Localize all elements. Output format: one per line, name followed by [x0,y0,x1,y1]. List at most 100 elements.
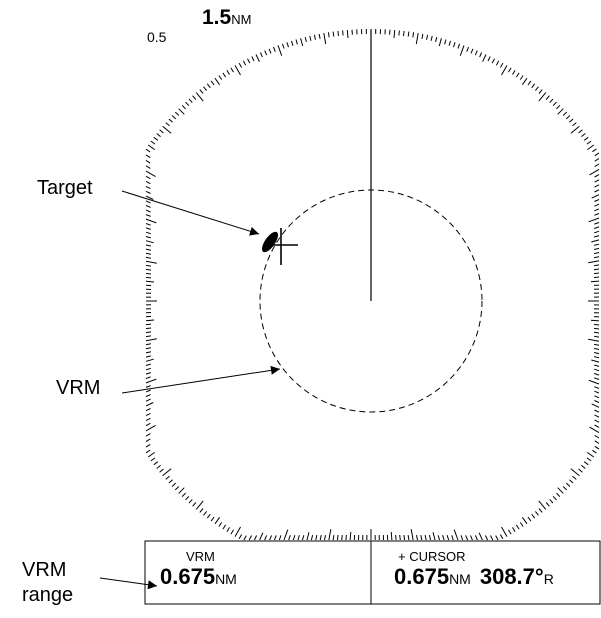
scale-tick [145,394,151,397]
scale-tick [565,115,571,120]
scale-tick [150,457,156,462]
scale-tick [594,364,600,367]
scale-tick [470,535,473,541]
scale-tick [268,48,272,54]
scale-tick [556,104,561,110]
scale-tick [145,231,151,235]
scale-tick [592,449,597,454]
scale-tick [324,534,326,541]
vrm-unit: NM [215,571,237,587]
scale-tick [448,40,451,46]
scale-tick [395,534,397,541]
scale-tick [162,125,172,134]
scale-tick [549,499,554,504]
scale-tick [153,461,159,466]
scale-tick [487,56,491,62]
scale-tick [549,98,554,103]
scale-tick [432,532,436,541]
scale-tick [145,190,151,194]
scale-tick [588,260,600,264]
scale-tick [552,101,557,107]
scale-tick [515,72,520,78]
scale-tick [145,402,154,407]
scale-tick [165,475,170,480]
scale-tick [156,465,161,469]
scale-tick [230,529,234,535]
scale-tick [438,38,442,47]
scale-tick [145,412,151,417]
scale-tick [345,534,347,541]
scale-tick [459,45,465,56]
scale-tick [578,129,583,134]
vrm-arrow [121,365,281,394]
scale-tick [203,511,207,516]
scale-tick [192,502,197,507]
scale-tick [545,95,550,100]
scale-tick [185,101,190,107]
scale-tick [572,475,577,480]
scale-tick [214,77,221,85]
scale-tick [145,236,151,239]
scale-tick [242,60,247,66]
cursor-caption: + CURSOR [398,549,466,564]
scale-tick [393,29,396,39]
scale-tick [337,30,339,37]
cursor-readout: 0.675NM 308.7°R [394,566,554,588]
scale-tick [594,152,600,157]
scale-tick [214,517,221,525]
scale-tick [495,535,499,541]
scale-tick [145,260,157,264]
scale-tick [248,535,252,541]
scale-tick [491,58,495,64]
scale-tick [398,30,400,36]
scale-tick [594,163,600,168]
scale-tick [552,495,557,501]
scale-tick [594,184,600,188]
scale-tick [501,526,508,537]
scale-tick [415,33,419,45]
readout-box [144,540,601,605]
scale-tick [145,372,151,375]
scale-tick [269,535,272,541]
scale-tick [145,355,152,358]
scale-tick [323,33,327,45]
scale-tick [479,52,483,58]
scale-tick [297,535,300,541]
scale-tick [278,535,282,541]
scale-tick [206,513,211,519]
cursor-bearing-ref: R [543,571,554,587]
vrm-range-callout-line1: VRM [22,559,67,581]
scale-tick [162,468,172,477]
scale-tick [255,54,260,62]
scale-tick [251,56,255,62]
scale-tick [336,534,339,541]
scale-tick [145,170,156,178]
scale-tick [145,280,155,283]
range-scale-value: 1.5 [202,6,232,29]
scale-tick [442,535,445,541]
ring-range-label: 0.5 [147,29,167,45]
scale-tick [531,83,536,89]
scale-tick [538,92,547,102]
scale-tick [295,39,298,45]
scale-tick [178,487,185,494]
scale-tick [147,451,155,458]
scale-tick [521,77,528,85]
scale-tick [508,67,512,73]
scale-tick [428,534,432,541]
scale-tick [474,50,478,56]
scale-tick [281,43,285,49]
scale-tick [594,434,600,439]
scale-tick [145,209,151,213]
range-scale-label[interactable]: 1.5NM [202,7,251,28]
scale-tick [218,75,223,80]
scale-tick [556,492,561,498]
scale-tick [145,351,152,354]
scale-tick [515,524,520,530]
scale-tick [593,247,600,250]
scale-tick [230,67,234,73]
scale-tick [587,451,595,458]
scale-tick [234,65,241,76]
scale-tick [145,227,151,230]
